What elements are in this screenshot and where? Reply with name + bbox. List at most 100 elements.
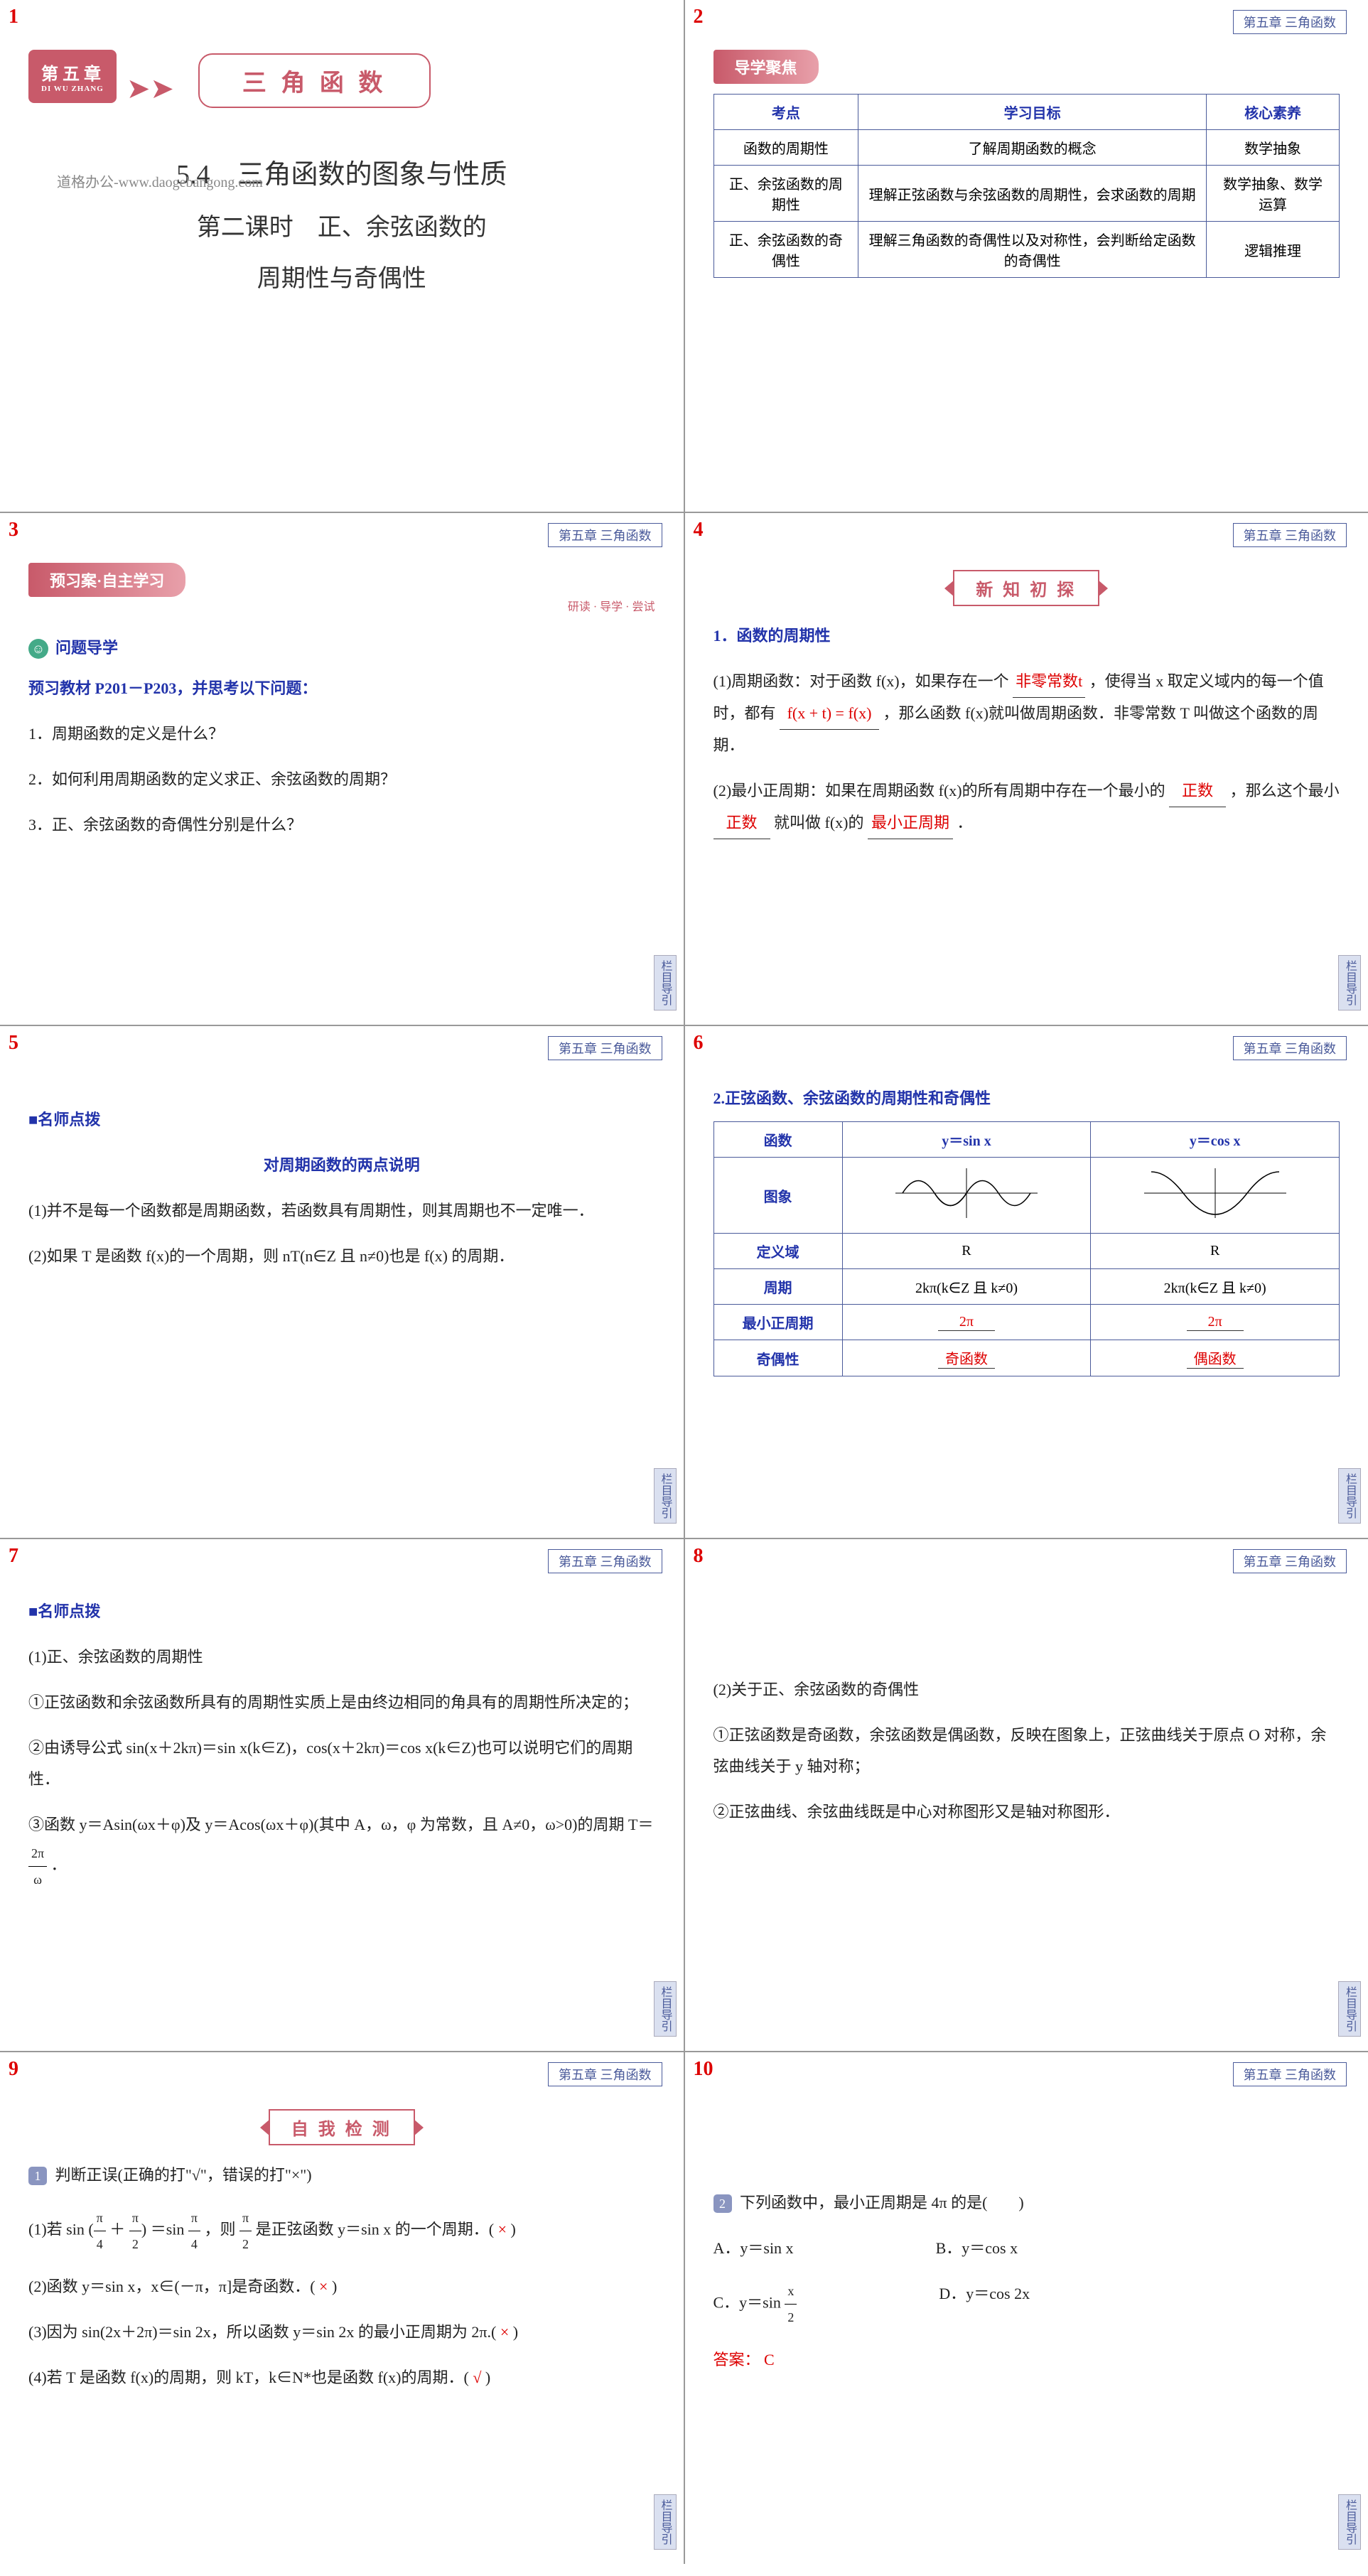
cell: 理解三角函数的奇偶性以及对称性，会判断给定函数的奇偶性 bbox=[858, 222, 1207, 278]
side-nav-tag[interactable]: 栏目导引 bbox=[1338, 1468, 1361, 1524]
objectives-table: 考点 学习目标 核心素养 函数的周期性 了解周期函数的概念 数学抽象 正、余弦函… bbox=[713, 94, 1340, 278]
label-min-period: 最小正周期 bbox=[713, 1305, 842, 1340]
frac2: π2 bbox=[129, 2205, 141, 2257]
chapter-tag: 第五章 三角函数 bbox=[548, 523, 662, 547]
p2d: ． bbox=[957, 814, 972, 831]
banner-wrap: 自 我 检 测 bbox=[28, 2109, 655, 2145]
cell: 正、余弦函数的奇偶性 bbox=[713, 222, 858, 278]
q2b: ) bbox=[332, 2278, 337, 2295]
side-nav-tag[interactable]: 栏目导引 bbox=[654, 1981, 677, 2037]
parity-cos: 偶函数 bbox=[1091, 1340, 1340, 1376]
n: π bbox=[129, 2205, 141, 2231]
answer-line: 答案： C bbox=[713, 2344, 1340, 2376]
watermark: 道格办公-www.daogebangong.com bbox=[57, 171, 263, 191]
q3: (3)因为 sin(2x＋2π)＝sin 2x，所以函数 y＝sin 2x 的最… bbox=[28, 2317, 655, 2348]
q1: (1)若 sin (π4 ＋ π2) ＝sin π4 ，则 π2 是正弦函数 y… bbox=[28, 2205, 655, 2257]
parity-cos-val: 偶函数 bbox=[1187, 1347, 1244, 1369]
period-sin: 2kπ(k∈Z 且 k≠0) bbox=[842, 1269, 1091, 1305]
blank-3: 正数 bbox=[1169, 775, 1226, 807]
minp-cos: 2π bbox=[1091, 1305, 1340, 1340]
option-d: D．y＝cos 2x bbox=[939, 2278, 1030, 2330]
point-1: ①正弦函数是奇函数，余弦函数是偶函数，反映在图象上，正弦曲线关于原点 O 对称，… bbox=[713, 1720, 1340, 1782]
self-check-banner: 自 我 检 测 bbox=[269, 2109, 415, 2145]
side-nav-tag[interactable]: 栏目导引 bbox=[654, 955, 677, 1011]
label-parity: 奇偶性 bbox=[713, 1340, 842, 1376]
cell: 数学抽象 bbox=[1207, 130, 1340, 166]
chapter-tag: 第五章 三角函数 bbox=[1233, 10, 1347, 34]
blank-2: f(x + t) = f(x) bbox=[780, 698, 879, 730]
n: x bbox=[785, 2278, 797, 2305]
point-3: ③函数 y＝Asin(ωx＋φ)及 y＝Acos(ωx＋φ)(其中 A，ω，φ … bbox=[28, 1809, 655, 1892]
question-2: 2．如何利用周期函数的定义求正、余弦函数的周期？ bbox=[28, 764, 655, 795]
heading-1: 1．函数的周期性 bbox=[713, 620, 1340, 652]
d: 2 bbox=[239, 2231, 252, 2257]
label-graph: 图象 bbox=[713, 1158, 842, 1234]
chapter-tag: 第五章 三角函数 bbox=[1233, 2062, 1347, 2086]
answer-label: 答案： bbox=[713, 2351, 760, 2368]
paragraph-1: (1)周期函数：对于函数 f(x)，如果存在一个 非零常数t ，使得当 x 取定… bbox=[713, 666, 1340, 761]
q2a: (2)函数 y＝sin x，x∈(－π，π]是奇函数．( bbox=[28, 2278, 316, 2295]
domain-cos: R bbox=[1091, 1234, 1340, 1269]
row-domain: 定义域 R R bbox=[713, 1234, 1340, 1269]
n: π bbox=[239, 2205, 252, 2231]
slide-7: 7 第五章 三角函数 ■名师点拨 (1)正、余弦函数的周期性 ①正弦函数和余弦函… bbox=[0, 1539, 684, 2051]
side-nav-tag[interactable]: 栏目导引 bbox=[654, 2494, 677, 2550]
p2a: (2)最小正周期：如果在周期函数 f(x)的所有周期中存在一个最小的 bbox=[713, 782, 1165, 799]
arrow-decoration: ➤➤ bbox=[126, 72, 174, 105]
answer-value: C bbox=[764, 2351, 775, 2368]
q1c: ＝sin bbox=[151, 2221, 185, 2238]
period-cos: 2kπ(k∈Z 且 k≠0) bbox=[1091, 1269, 1340, 1305]
slide-6: 6 第五章 三角函数 2.正弦函数、余弦函数的周期性和奇偶性 函数 y＝sin … bbox=[685, 1026, 1368, 1538]
slide-number: 1 bbox=[9, 6, 18, 28]
frac-num: 2π bbox=[28, 1841, 47, 1867]
q4a: (4)若 T 是函数 f(x)的周期，则 kT，k∈N*也是函数 f(x)的周期… bbox=[28, 2368, 469, 2386]
row-period: 周期 2kπ(k∈Z 且 k≠0) 2kπ(k∈Z 且 k≠0) bbox=[713, 1269, 1340, 1305]
cell: 函数的周期性 bbox=[713, 130, 858, 166]
table-header-row: 函数 y＝sin x y＝cos x bbox=[713, 1122, 1340, 1158]
slide-grid: 1 第 五 章 DI WU ZHANG ➤➤ 三 角 函 数 5.4 三角函数的… bbox=[0, 0, 1368, 2564]
n: π bbox=[188, 2205, 200, 2231]
slide-5: 5 第五章 三角函数 ■名师点拨 对周期函数的两点说明 (1)并不是每一个函数都… bbox=[0, 1026, 684, 1538]
minp-sin-val: 2π bbox=[938, 1314, 995, 1331]
q2: (2)函数 y＝sin x，x∈(－π，π]是奇函数．( × ) bbox=[28, 2271, 655, 2302]
minp-sin: 2π bbox=[842, 1305, 1091, 1340]
table-row: 函数的周期性 了解周期函数的概念 数学抽象 bbox=[713, 130, 1340, 166]
th-topic: 考点 bbox=[713, 95, 858, 130]
side-nav-tag[interactable]: 栏目导引 bbox=[1338, 955, 1361, 1011]
row-min-period: 最小正周期 2π 2π bbox=[713, 1305, 1340, 1340]
row-graph: 图象 bbox=[713, 1158, 1340, 1234]
p1a: (1)周期函数：对于函数 f(x)，如果存在一个 bbox=[713, 672, 1009, 690]
side-nav-tag[interactable]: 栏目导引 bbox=[654, 1468, 677, 1524]
chapter-title: 三 角 函 数 bbox=[198, 53, 431, 108]
slide-number: 8 bbox=[694, 1545, 704, 1568]
question-guide: ☺ 问题导学 bbox=[28, 635, 655, 659]
cell: 了解周期函数的概念 bbox=[858, 130, 1207, 166]
point-1: ①正弦函数和余弦函数所具有的周期性实质上是由终边相同的角具有的周期性所决定的； bbox=[28, 1687, 655, 1718]
sub-heading: (1)正、余弦函数的周期性 bbox=[28, 1642, 655, 1673]
slide-number: 5 bbox=[9, 1032, 18, 1055]
frac4: π2 bbox=[239, 2205, 252, 2257]
side-nav-tag[interactable]: 栏目导引 bbox=[1338, 2494, 1361, 2550]
answer-2: × bbox=[319, 2278, 328, 2295]
th-core: 核心素养 bbox=[1207, 95, 1340, 130]
q4b: ) bbox=[485, 2368, 490, 2386]
slide-9: 9 第五章 三角函数 自 我 检 测 1 判断正误(正确的打"√"，错误的打"×… bbox=[0, 2052, 684, 2564]
d: 4 bbox=[94, 2231, 106, 2257]
frac1: π4 bbox=[94, 2205, 106, 2257]
slide-number: 3 bbox=[9, 519, 18, 541]
label-domain: 定义域 bbox=[713, 1234, 842, 1269]
row-parity: 奇偶性 奇函数 偶函数 bbox=[713, 1340, 1340, 1376]
chapter-tag: 第五章 三角函数 bbox=[548, 1549, 662, 1573]
cell: 正、余弦函数的周期性 bbox=[713, 166, 858, 222]
chapter-tag: 第五章 三角函数 bbox=[1233, 523, 1347, 547]
th-sin: y＝sin x bbox=[842, 1122, 1091, 1158]
question-1: 1．周期函数的定义是什么？ bbox=[28, 718, 655, 750]
minp-cos-val: 2π bbox=[1187, 1314, 1244, 1331]
d: 2 bbox=[129, 2231, 141, 2257]
side-nav-tag[interactable]: 栏目导引 bbox=[1338, 1981, 1361, 2037]
frac-den: ω bbox=[28, 1867, 47, 1892]
q3a: (3)因为 sin(2x＋2π)＝sin 2x，所以函数 y＝sin 2x 的最… bbox=[28, 2323, 496, 2341]
d: 2 bbox=[785, 2305, 797, 2330]
d: 4 bbox=[188, 2231, 200, 2257]
preview-banner: 预习案·自主学习 bbox=[28, 563, 185, 597]
